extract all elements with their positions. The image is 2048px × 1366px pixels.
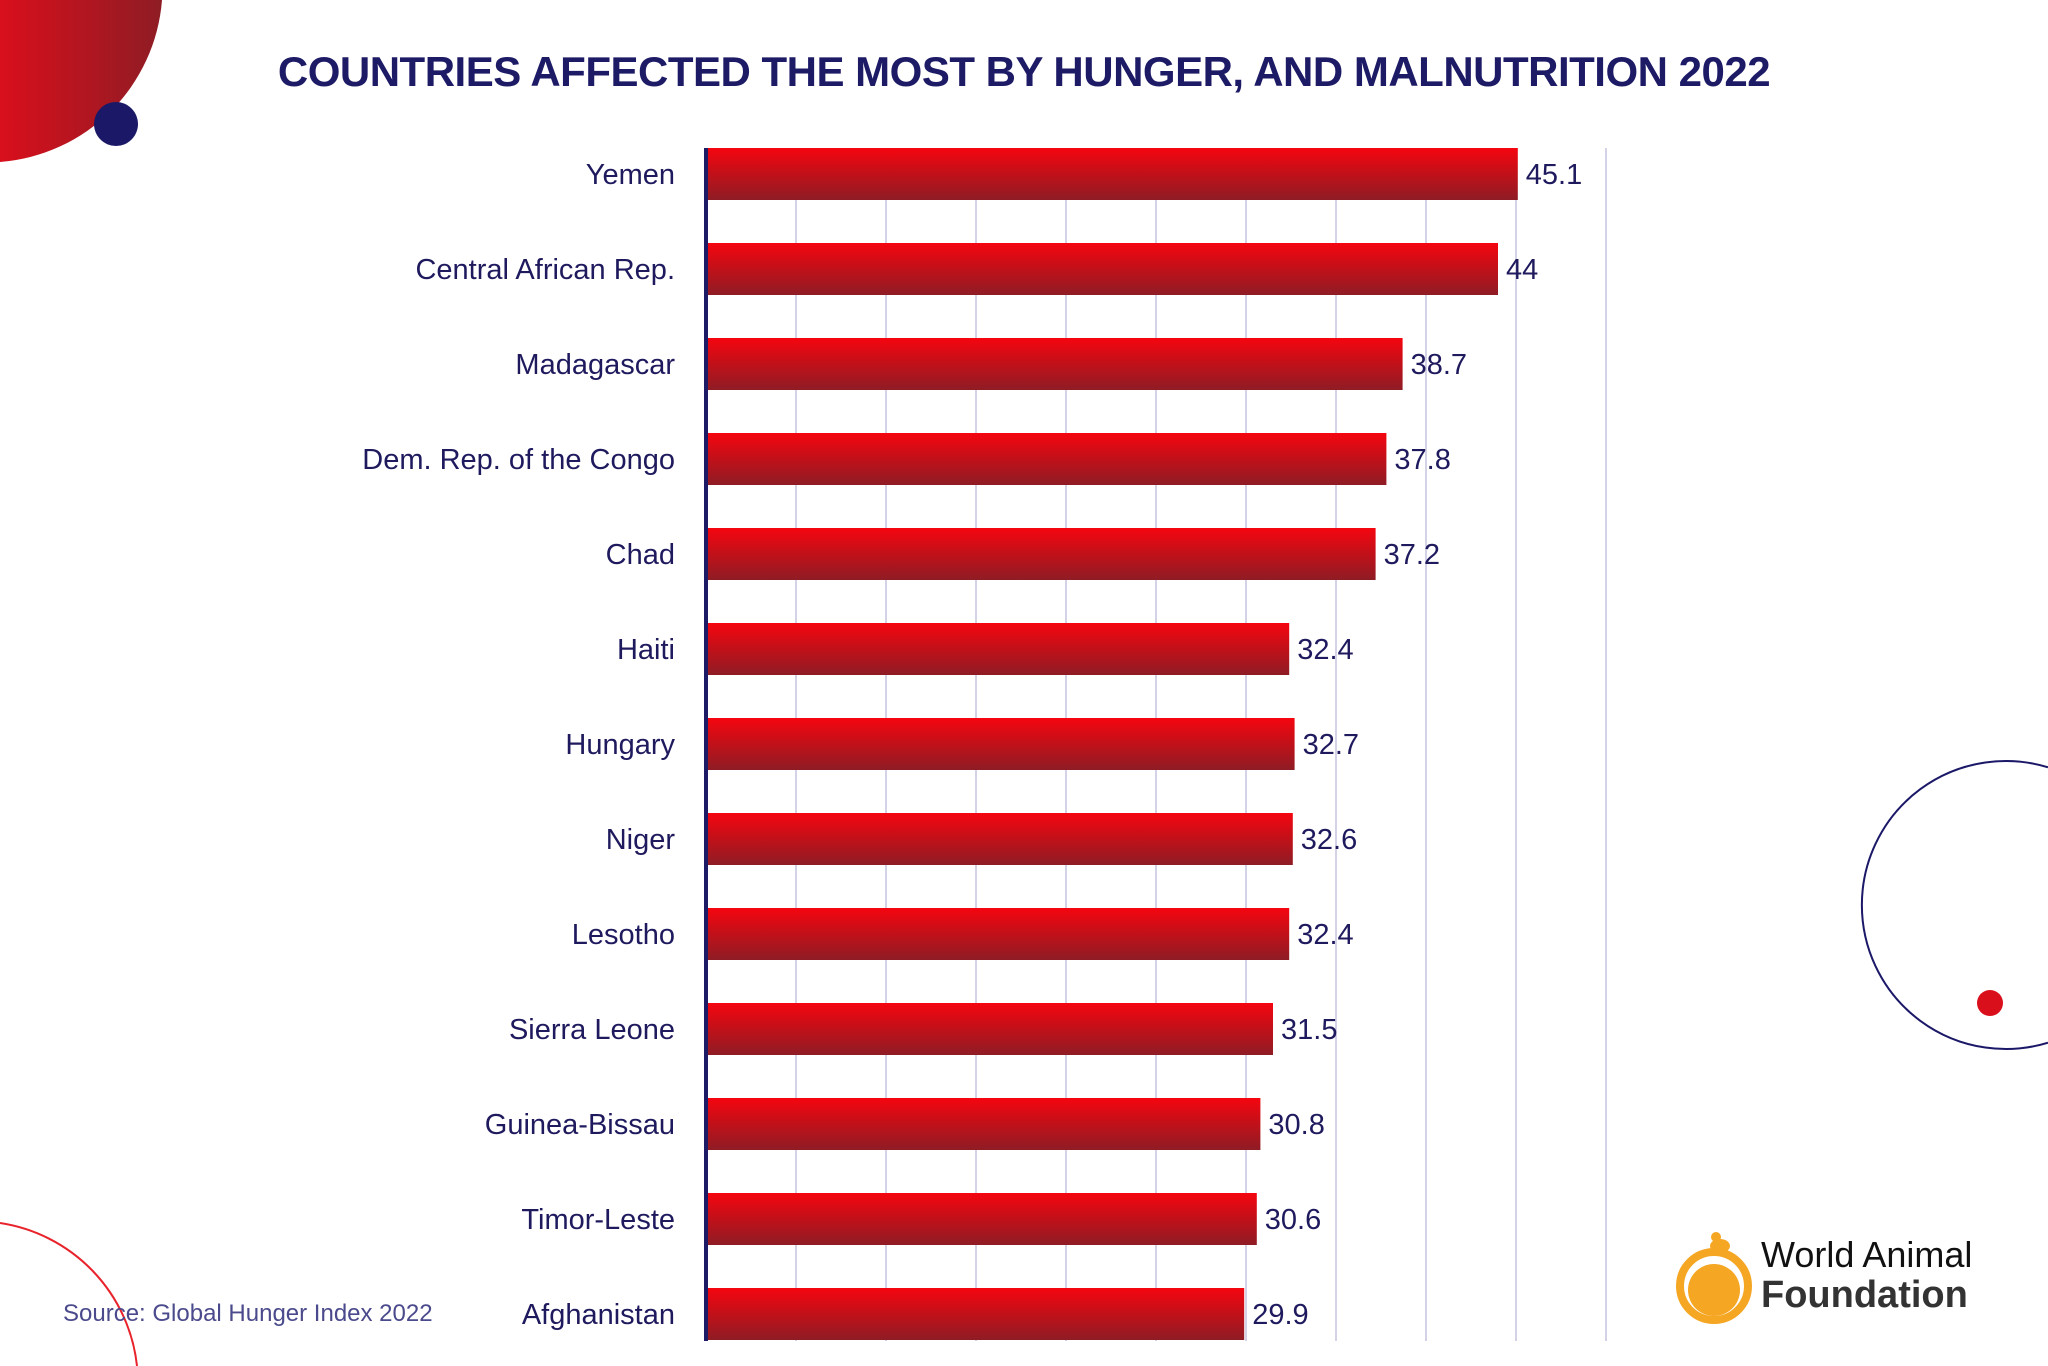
- decor-red-circle: [0, 0, 162, 162]
- value-label: 32.7: [1303, 729, 1359, 761]
- bar: [706, 718, 1295, 770]
- bar: [706, 338, 1403, 390]
- chart-title: COUNTRIES AFFECTED THE MOST BY HUNGER, A…: [277, 48, 1771, 95]
- category-label: Haiti: [617, 634, 675, 666]
- bar: [706, 813, 1293, 865]
- value-label: 29.9: [1252, 1299, 1308, 1331]
- decor-navy-dot: [94, 102, 138, 146]
- value-label: 32.6: [1301, 824, 1357, 856]
- value-label: 38.7: [1411, 349, 1467, 381]
- category-label: Guinea-Bissau: [485, 1109, 675, 1141]
- decor-red-ring: [0, 1222, 138, 1366]
- bar: [706, 908, 1290, 960]
- animal-logo-icon: [1676, 1232, 1752, 1324]
- logo-line1: World Animal: [1761, 1234, 1973, 1275]
- category-label: Dem. Rep. of the Congo: [362, 444, 675, 476]
- category-label: Timor-Leste: [521, 1204, 675, 1236]
- bar: [706, 1098, 1261, 1150]
- source-note: Source: Global Hunger Index 2022: [63, 1300, 433, 1327]
- value-label: 45.1: [1526, 159, 1582, 191]
- bar: [706, 148, 1518, 200]
- value-label: 37.2: [1384, 539, 1440, 571]
- value-label: 37.8: [1394, 444, 1450, 476]
- bar: [706, 433, 1387, 485]
- value-label: 30.8: [1268, 1109, 1324, 1141]
- bar: [706, 1193, 1257, 1245]
- category-label: Chad: [606, 539, 675, 571]
- category-label: Niger: [606, 824, 676, 856]
- category-label: Afghanistan: [522, 1299, 675, 1331]
- category-label: Lesotho: [572, 919, 675, 951]
- bar: [706, 623, 1290, 675]
- bar: [706, 1003, 1273, 1055]
- decor-navy-ring: [1860, 760, 2048, 1050]
- category-label: Sierra Leone: [509, 1014, 675, 1046]
- decor-red-dot: [1977, 990, 2003, 1016]
- bar: [706, 243, 1498, 295]
- value-label: 30.6: [1265, 1204, 1321, 1236]
- value-label: 32.4: [1297, 634, 1353, 666]
- value-label: 44: [1506, 254, 1538, 286]
- category-label: Central African Rep.: [415, 254, 675, 286]
- value-label: 31.5: [1281, 1014, 1337, 1046]
- logo-line2: Foundation: [1761, 1274, 1968, 1316]
- category-label: Madagascar: [515, 349, 675, 381]
- bar: [706, 1288, 1245, 1340]
- value-label: 32.4: [1297, 919, 1353, 951]
- category-label: Yemen: [586, 159, 675, 191]
- world-animal-foundation-logo: World Animal Foundation: [1676, 1228, 1996, 1328]
- bar: [706, 528, 1376, 580]
- category-label: Hungary: [565, 729, 675, 761]
